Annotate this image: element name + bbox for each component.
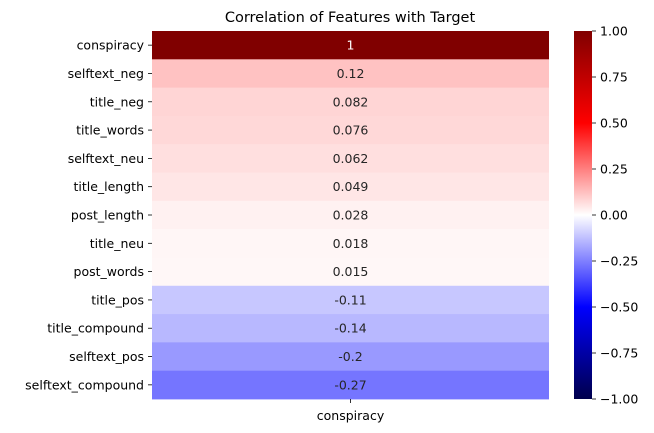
cell-value-label: 0.062 (333, 151, 369, 166)
row-label: conspiracy (77, 38, 145, 53)
cell-value-label: -0.2 (338, 349, 362, 364)
colorbar-tick-label: −1.00 (600, 392, 638, 407)
heatmap-cell (152, 285, 549, 315)
row-label: title_compound (47, 321, 144, 336)
cell-value-label: 0.018 (333, 236, 369, 251)
cell-value-label: 0.082 (333, 94, 369, 109)
colorbar-tick-label: 1.00 (600, 24, 628, 39)
row-label: title_neu (90, 236, 144, 251)
cell-value-label: -0.14 (334, 321, 366, 336)
row-label: selftext_neg (68, 66, 144, 81)
row-label: title_neg (90, 94, 144, 109)
heatmap-cell (152, 31, 549, 60)
colorbar-tick-label: −0.50 (600, 300, 638, 315)
cell-value-label: 1 (347, 38, 355, 53)
row-label: selftext_compound (25, 377, 144, 392)
colorbar-tick-label: 0.75 (600, 70, 628, 85)
row-label: selftext_pos (69, 349, 144, 364)
cell-value-label: 0.076 (333, 123, 369, 138)
colorbar-tick-label: −0.25 (600, 254, 638, 269)
heatmap-cell (152, 370, 549, 400)
column-label: conspiracy (317, 408, 385, 423)
colorbar-gradient (574, 31, 592, 399)
heatmap-cell (152, 314, 549, 343)
cell-value-label: 0.049 (333, 179, 369, 194)
heatmap-cell (152, 87, 549, 117)
colorbar-tick-label: 0.50 (600, 116, 628, 131)
row-label: title_pos (91, 292, 144, 307)
colorbar-tick-label: −0.75 (600, 346, 638, 361)
chart-title: Correlation of Features with Target (225, 10, 476, 26)
heatmap-cell (152, 200, 549, 230)
heatmap-cell (152, 342, 549, 372)
heatmap-cell (152, 144, 549, 173)
row-label: selftext_neu (68, 151, 144, 166)
colorbar-tick-label: 0.00 (600, 208, 628, 223)
heatmap-cell (152, 229, 549, 258)
heatmap-cell (152, 115, 549, 145)
column-labels: conspiracy (317, 399, 385, 423)
colorbar-ticks: 1.00 0.75 0.50 0.25 0.00 −0.25 −0.50 −0.75 −1.00 (592, 24, 638, 407)
colorbar (574, 31, 592, 399)
cell-value-label: 0.015 (333, 264, 369, 279)
row-label: post_length (71, 208, 144, 223)
row-labels: conspiracy selftext_neg title_neg title_wor… (25, 38, 152, 392)
heatmap-cells: 1 0.12 0.082 0.076 0.062 0.049 0.028 0.018 0.015… (152, 31, 549, 400)
cell-value-label: -0.27 (334, 377, 366, 392)
row-label: title_length (73, 179, 144, 194)
cell-value-label: -0.11 (334, 292, 366, 307)
row-label: post_words (74, 264, 144, 279)
heatmap-cell (152, 257, 549, 287)
row-label: title_words (76, 123, 144, 138)
cell-value-label: 0.12 (337, 66, 365, 81)
heatmap-cell (152, 59, 549, 89)
colorbar-tick-label: 0.25 (600, 162, 628, 177)
heatmap-cell (152, 172, 549, 202)
cell-value-label: 0.028 (333, 208, 369, 223)
